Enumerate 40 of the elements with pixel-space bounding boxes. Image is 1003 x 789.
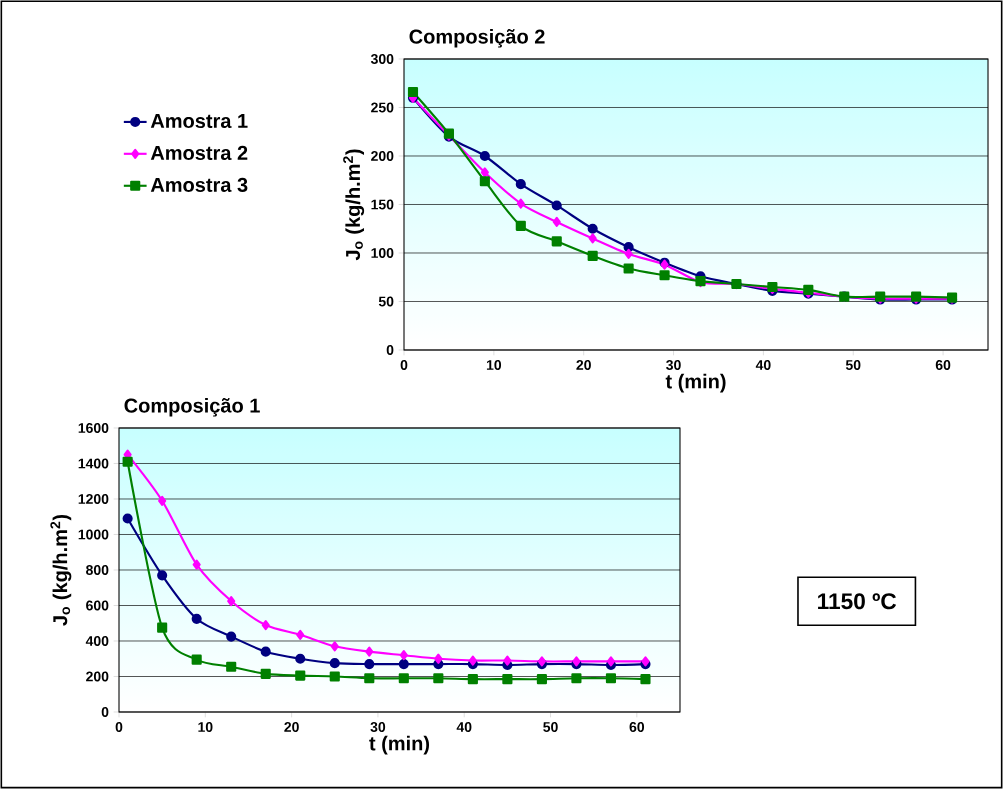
y-tick-label: 1600	[78, 423, 109, 433]
y-tick-label: 0	[386, 345, 394, 355]
y-tick-label: 600	[86, 600, 109, 611]
y-tick-label: 1400	[78, 458, 109, 469]
x-tick-label: 40	[456, 722, 472, 732]
y-tick-label: 200	[371, 151, 394, 161]
x-tick-label: 60	[629, 722, 645, 732]
x-tick-label: 10	[198, 722, 213, 732]
x-tick-label: 10	[486, 360, 502, 370]
legend-label: Amostra 2	[150, 145, 248, 160]
y-tick-label: 1000	[78, 529, 109, 540]
x-tick-label: 30	[666, 360, 681, 370]
legend-label: Amostra 1	[150, 114, 248, 129]
x-axis-title: t (min)	[369, 735, 430, 755]
y-tick-label: 200	[86, 671, 109, 682]
y-tick-label: 400	[85, 636, 109, 646]
x-tick-label: 20	[576, 360, 591, 370]
chart-title: Composição 2	[409, 28, 545, 48]
y-tick-label: 250	[371, 102, 394, 113]
y-tick-label: 100	[371, 248, 394, 258]
y-axis-title: J$_{o}$ (kg/h.m$^{2}$)	[343, 149, 365, 261]
x-tick-label: 30	[370, 722, 386, 732]
y-tick-label: 150	[371, 199, 394, 210]
y-tick-label: 1200	[78, 494, 109, 504]
y-tick-label: 800	[86, 565, 109, 575]
y-tick-label: 0	[101, 707, 109, 717]
x-tick-label: 50	[543, 722, 558, 732]
x-tick-label: 20	[284, 722, 299, 732]
x-tick-label: 50	[845, 360, 861, 370]
y-axis-title: J$_{o}$ (kg/h.m$^{2}$)	[50, 514, 72, 626]
chart-title: Composição 1	[124, 397, 260, 417]
y-tick-label: 50	[378, 296, 394, 307]
text: 1150 ºC	[818, 593, 897, 610]
y-tick-label: 300	[370, 54, 394, 64]
x-tick-label: 0	[400, 360, 408, 370]
x-tick-label: 40	[755, 360, 771, 370]
x-tick-label: 60	[935, 360, 951, 370]
x-axis-title: t (min)	[665, 373, 726, 393]
legend-label: Amostra 3	[150, 177, 248, 192]
x-tick-label: 0	[115, 722, 123, 732]
